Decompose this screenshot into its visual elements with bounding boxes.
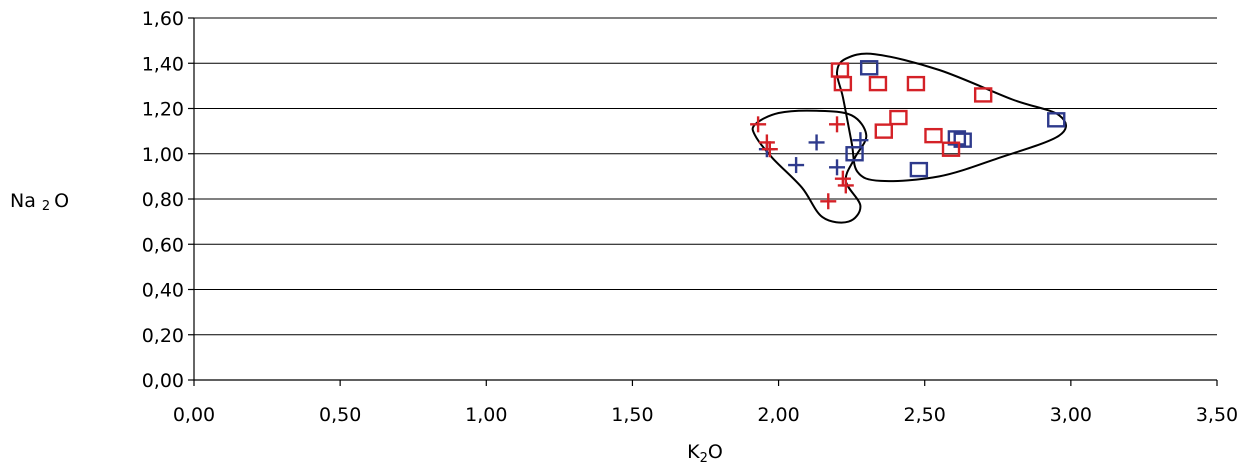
y-tick-label: 1,60	[142, 8, 184, 30]
y-tick-label: 1,20	[142, 99, 184, 121]
y-tick-label: 0,00	[142, 370, 184, 392]
data-point-plus	[761, 141, 778, 158]
y-tick-label: 0,40	[142, 280, 184, 302]
data-point-plus	[837, 177, 854, 194]
data-point-plus	[834, 170, 851, 187]
data-point-plus	[829, 159, 846, 176]
data-points	[750, 60, 1066, 210]
y-tick-label: 0,20	[142, 325, 184, 347]
y-tick-label: 0,80	[142, 189, 184, 211]
x-tick-label: 2,50	[904, 404, 946, 426]
data-point-plus	[750, 116, 767, 133]
data-point-plus	[820, 193, 837, 210]
y-tick-label: 1,00	[142, 144, 184, 166]
x-tick-label: 1,50	[611, 404, 653, 426]
y-tick-label: 1,40	[142, 53, 184, 75]
axes	[188, 17, 1218, 386]
data-point-square	[909, 161, 929, 178]
data-point-plus	[808, 134, 825, 151]
data-point-square	[953, 132, 972, 148]
group-outlines	[751, 52, 1067, 224]
group-outline	[835, 52, 1067, 183]
x-axis-title: K2O	[687, 441, 723, 466]
data-point-square	[859, 60, 879, 76]
data-point-square	[947, 130, 967, 146]
data-point-plus	[788, 157, 805, 174]
x-tick-label: 0,50	[319, 404, 361, 426]
data-point-plus	[758, 134, 775, 151]
x-tick-label: 1,00	[465, 404, 507, 426]
data-point-square	[833, 75, 853, 92]
x-tick-label: 3,50	[1196, 404, 1238, 426]
data-point-square	[830, 62, 850, 78]
y-tick-label: 0,60	[142, 234, 184, 256]
data-point-square	[973, 87, 993, 103]
group-outline	[751, 109, 868, 224]
data-point-square	[941, 141, 961, 157]
data-point-square	[874, 123, 893, 139]
tick-labels: 0,00 0,20 0,40 0,60 0,80 1,00 1,20 1,40 1,60 0,00…	[142, 8, 1238, 426]
data-point-square	[845, 146, 864, 162]
x-tick-label: 3,00	[1050, 404, 1092, 426]
data-point-square	[868, 75, 888, 92]
data-point-plus	[829, 116, 846, 133]
data-point-square	[889, 109, 908, 126]
data-point-square	[924, 127, 943, 144]
grid	[194, 17, 1217, 336]
data-point-plus	[852, 132, 869, 149]
y-axis-title: Na 2 O	[10, 190, 69, 214]
x-tick-label: 0,00	[173, 404, 215, 426]
x-tick-label: 2,00	[757, 404, 799, 426]
data-point-square	[1047, 112, 1066, 128]
data-point-square	[906, 75, 926, 92]
